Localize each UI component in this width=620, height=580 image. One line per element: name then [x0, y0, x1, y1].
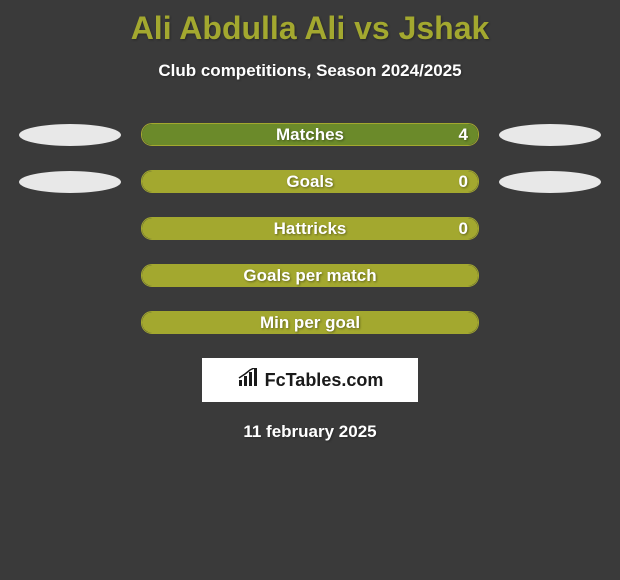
- right-ellipse: [499, 124, 601, 146]
- bar-value: 0: [459, 172, 468, 192]
- spacer: [499, 312, 601, 334]
- chart-icon: [237, 368, 261, 393]
- stat-bar: Goals per match: [141, 264, 479, 287]
- bar-label: Goals per match: [243, 266, 376, 286]
- stat-rows: Matches 4 Goals 0 Hattricks 0 Goals per match M…: [0, 123, 620, 334]
- bar-value: 4: [459, 125, 468, 145]
- spacer: [19, 218, 121, 240]
- bar-label: Matches: [276, 125, 344, 145]
- stat-row: Goals per match: [0, 264, 620, 287]
- spacer: [19, 312, 121, 334]
- left-ellipse: [19, 171, 121, 193]
- spacer: [499, 265, 601, 287]
- logo-box: FcTables.com: [202, 358, 418, 402]
- bar-label: Goals: [286, 172, 333, 192]
- bar-label: Min per goal: [260, 313, 360, 333]
- bar-value: 0: [459, 219, 468, 239]
- stat-bar: Min per goal: [141, 311, 479, 334]
- stat-bar: Hattricks 0: [141, 217, 479, 240]
- subtitle: Club competitions, Season 2024/2025: [0, 61, 620, 81]
- bar-label: Hattricks: [274, 219, 347, 239]
- stat-bar: Matches 4: [141, 123, 479, 146]
- stat-row: Matches 4: [0, 123, 620, 146]
- left-ellipse: [19, 124, 121, 146]
- stat-row: Hattricks 0: [0, 217, 620, 240]
- right-ellipse: [499, 171, 601, 193]
- stat-row: Goals 0: [0, 170, 620, 193]
- logo: FcTables.com: [237, 368, 384, 393]
- page-title: Ali Abdulla Ali vs Jshak: [0, 0, 620, 47]
- stat-row: Min per goal: [0, 311, 620, 334]
- date-label: 11 february 2025: [0, 422, 620, 442]
- spacer: [19, 265, 121, 287]
- comparison-infographic: Ali Abdulla Ali vs Jshak Club competitio…: [0, 0, 620, 580]
- spacer: [499, 218, 601, 240]
- logo-text: FcTables.com: [265, 370, 384, 391]
- stat-bar: Goals 0: [141, 170, 479, 193]
